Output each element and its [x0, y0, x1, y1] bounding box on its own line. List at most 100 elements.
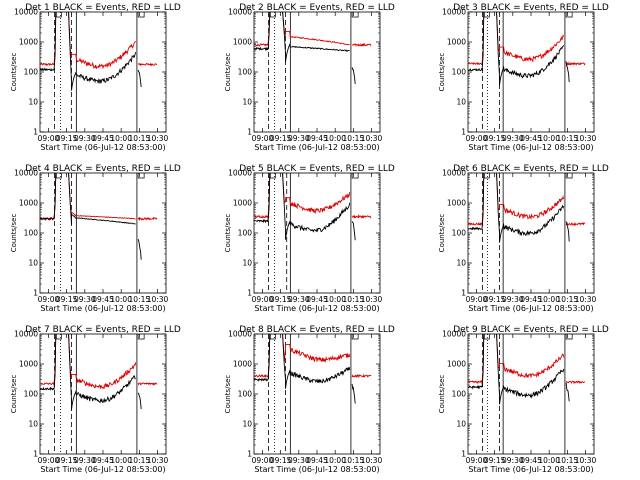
x-tick-label: 09:00 — [466, 134, 488, 143]
events-series-line — [468, 334, 565, 405]
panel-4: Det 4 BLACK = Events, RED = LLD 1 10 100 100… — [10, 164, 181, 313]
x-tick-label: 09:15 — [484, 134, 506, 143]
y-tick-label: 100 — [238, 68, 253, 77]
x-tick-label: 10:15 — [557, 456, 579, 465]
lld-series-line — [351, 42, 372, 47]
events-series-line — [468, 12, 565, 86]
x-tick-label: 09:00 — [252, 295, 274, 304]
lld-series-line — [468, 12, 565, 66]
x-tick-label: 10:00 — [110, 295, 132, 304]
x-tick-label: 09:45 — [306, 295, 328, 304]
y-tick-label: 100 — [24, 229, 39, 238]
events-series-line — [254, 334, 351, 389]
x-tick-label: 10:15 — [343, 134, 365, 143]
x-tick-label: 09:30 — [288, 134, 310, 143]
panel-7: Det 7 BLACK = Events, RED = LLD 1 10 100 100… — [10, 325, 181, 474]
x-tick-label: 10:00 — [538, 134, 560, 143]
x-tick-label: 10:30 — [361, 295, 383, 304]
y-tick-label: 10000 — [442, 330, 466, 339]
y-tick-label: 10 — [456, 420, 466, 429]
plot-frame — [253, 172, 381, 294]
panel-title: Det 2 BLACK = Events, RED = LLD — [239, 3, 395, 13]
x-tick-label: 10:00 — [110, 456, 132, 465]
panel-9: Det 9 BLACK = Events, RED = LLD 1 10 100 100… — [438, 325, 609, 474]
x-tick-label: 09:30 — [502, 134, 524, 143]
x-axis-label: Start Time (06-Jul-12 08:53:00) — [468, 143, 593, 152]
y-tick-label: 1000 — [233, 199, 252, 208]
plot-frame — [39, 11, 167, 133]
y-axis-label: Counts/sec — [224, 375, 232, 414]
panel-5: Det 5 BLACK = Events, RED = LLD 1 10 100 100… — [224, 164, 395, 313]
panel-title: Det 9 BLACK = Events, RED = LLD — [453, 325, 609, 335]
y-tick-label: 10000 — [14, 169, 38, 178]
events-series-line — [351, 67, 356, 84]
y-tick-label: 100 — [452, 229, 467, 238]
lld-series-line — [468, 334, 565, 385]
x-tick-label: 09:45 — [306, 456, 328, 465]
y-axis-label: Counts/sec — [438, 53, 446, 92]
x-tick-label: 10:00 — [324, 295, 346, 304]
x-tick-label: 10:30 — [361, 456, 383, 465]
lld-series-line — [254, 334, 351, 379]
x-tick-label: 10:00 — [110, 134, 132, 143]
panel-title: Det 3 BLACK = Events, RED = LLD — [453, 3, 609, 13]
y-tick-label: 1000 — [447, 360, 466, 369]
x-axis-label: Start Time (06-Jul-12 08:53:00) — [254, 143, 379, 152]
y-axis-label: Counts/sec — [10, 214, 18, 253]
x-tick-label: 10:00 — [324, 134, 346, 143]
x-tick-label: 10:00 — [538, 456, 560, 465]
y-tick-label: 10 — [456, 259, 466, 268]
y-tick-label: 10000 — [442, 169, 466, 178]
y-tick-label: 10 — [242, 98, 252, 107]
x-tick-label: 09:45 — [520, 456, 542, 465]
x-tick-label: 09:15 — [484, 456, 506, 465]
lld-series-line — [468, 173, 565, 226]
x-tick-label: 09:00 — [466, 295, 488, 304]
y-axis-label: Counts/sec — [10, 53, 18, 92]
x-tick-label: 09:15 — [270, 295, 292, 304]
x-tick-label: 10:15 — [343, 456, 365, 465]
panel-title: Det 7 BLACK = Events, RED = LLD — [25, 325, 181, 335]
x-tick-label: 10:00 — [538, 295, 560, 304]
x-tick-label: 09:15 — [270, 134, 292, 143]
y-tick-label: 100 — [238, 229, 253, 238]
x-tick-label: 10:30 — [147, 295, 169, 304]
y-tick-label: 10 — [28, 98, 38, 107]
x-tick-label: 09:00 — [252, 134, 274, 143]
panel-6: Det 6 BLACK = Events, RED = LLD 1 10 100 100… — [438, 164, 609, 313]
y-tick-label: 1000 — [233, 38, 252, 47]
x-tick-label: 09:15 — [56, 134, 78, 143]
x-tick-label: 09:30 — [288, 456, 310, 465]
x-tick-label: 09:00 — [38, 134, 60, 143]
events-series — [468, 12, 570, 86]
lld-series-line — [40, 334, 137, 390]
x-tick-label: 09:30 — [74, 456, 96, 465]
lld-series — [40, 334, 157, 390]
x-axis-label: Start Time (06-Jul-12 08:53:00) — [468, 304, 593, 313]
x-tick-label: 09:15 — [484, 295, 506, 304]
lld-series — [468, 12, 586, 66]
plot-frame — [253, 333, 381, 455]
y-tick-label: 1 — [461, 450, 466, 459]
x-tick-label: 09:15 — [270, 456, 292, 465]
lld-series-line — [565, 221, 586, 227]
y-tick-label: 1000 — [447, 199, 466, 208]
x-axis-label: Start Time (06-Jul-12 08:53:00) — [254, 465, 379, 474]
events-series-line — [40, 334, 136, 410]
panel-2: Det 2 BLACK = Events, RED = LLD 1 10 100 100… — [224, 3, 395, 152]
y-tick-label: 1 — [461, 128, 466, 137]
x-tick-label: 10:15 — [557, 295, 579, 304]
x-tick-label: 10:30 — [147, 134, 169, 143]
lld-series — [254, 334, 372, 379]
panel-title: Det 4 BLACK = Events, RED = LLD — [25, 164, 181, 174]
y-tick-label: 1000 — [19, 360, 38, 369]
panel-title: Det 6 BLACK = Events, RED = LLD — [453, 164, 609, 174]
y-tick-label: 1000 — [447, 38, 466, 47]
y-tick-label: 1000 — [19, 199, 38, 208]
events-series — [254, 12, 356, 84]
lld-series-line — [40, 12, 137, 70]
x-axis-label: Start Time (06-Jul-12 08:53:00) — [40, 304, 165, 313]
plot-frame — [467, 11, 595, 133]
lld-series — [254, 173, 372, 220]
x-tick-label: 09:00 — [38, 456, 60, 465]
